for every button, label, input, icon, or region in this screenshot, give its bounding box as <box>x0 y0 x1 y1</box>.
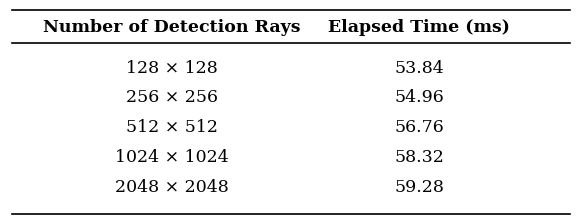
Text: 256 × 256: 256 × 256 <box>126 89 218 106</box>
Text: 59.28: 59.28 <box>394 179 444 196</box>
Text: 128 × 128: 128 × 128 <box>126 60 218 76</box>
Text: 53.84: 53.84 <box>394 60 444 76</box>
Text: 54.96: 54.96 <box>394 89 444 106</box>
Text: 56.76: 56.76 <box>394 119 444 136</box>
Text: 1024 × 1024: 1024 × 1024 <box>115 149 229 166</box>
Text: 2048 × 2048: 2048 × 2048 <box>115 179 229 196</box>
Text: 512 × 512: 512 × 512 <box>126 119 218 136</box>
Text: Number of Detection Rays: Number of Detection Rays <box>43 19 300 35</box>
Text: 58.32: 58.32 <box>394 149 444 166</box>
Text: Elapsed Time (ms): Elapsed Time (ms) <box>328 19 510 35</box>
